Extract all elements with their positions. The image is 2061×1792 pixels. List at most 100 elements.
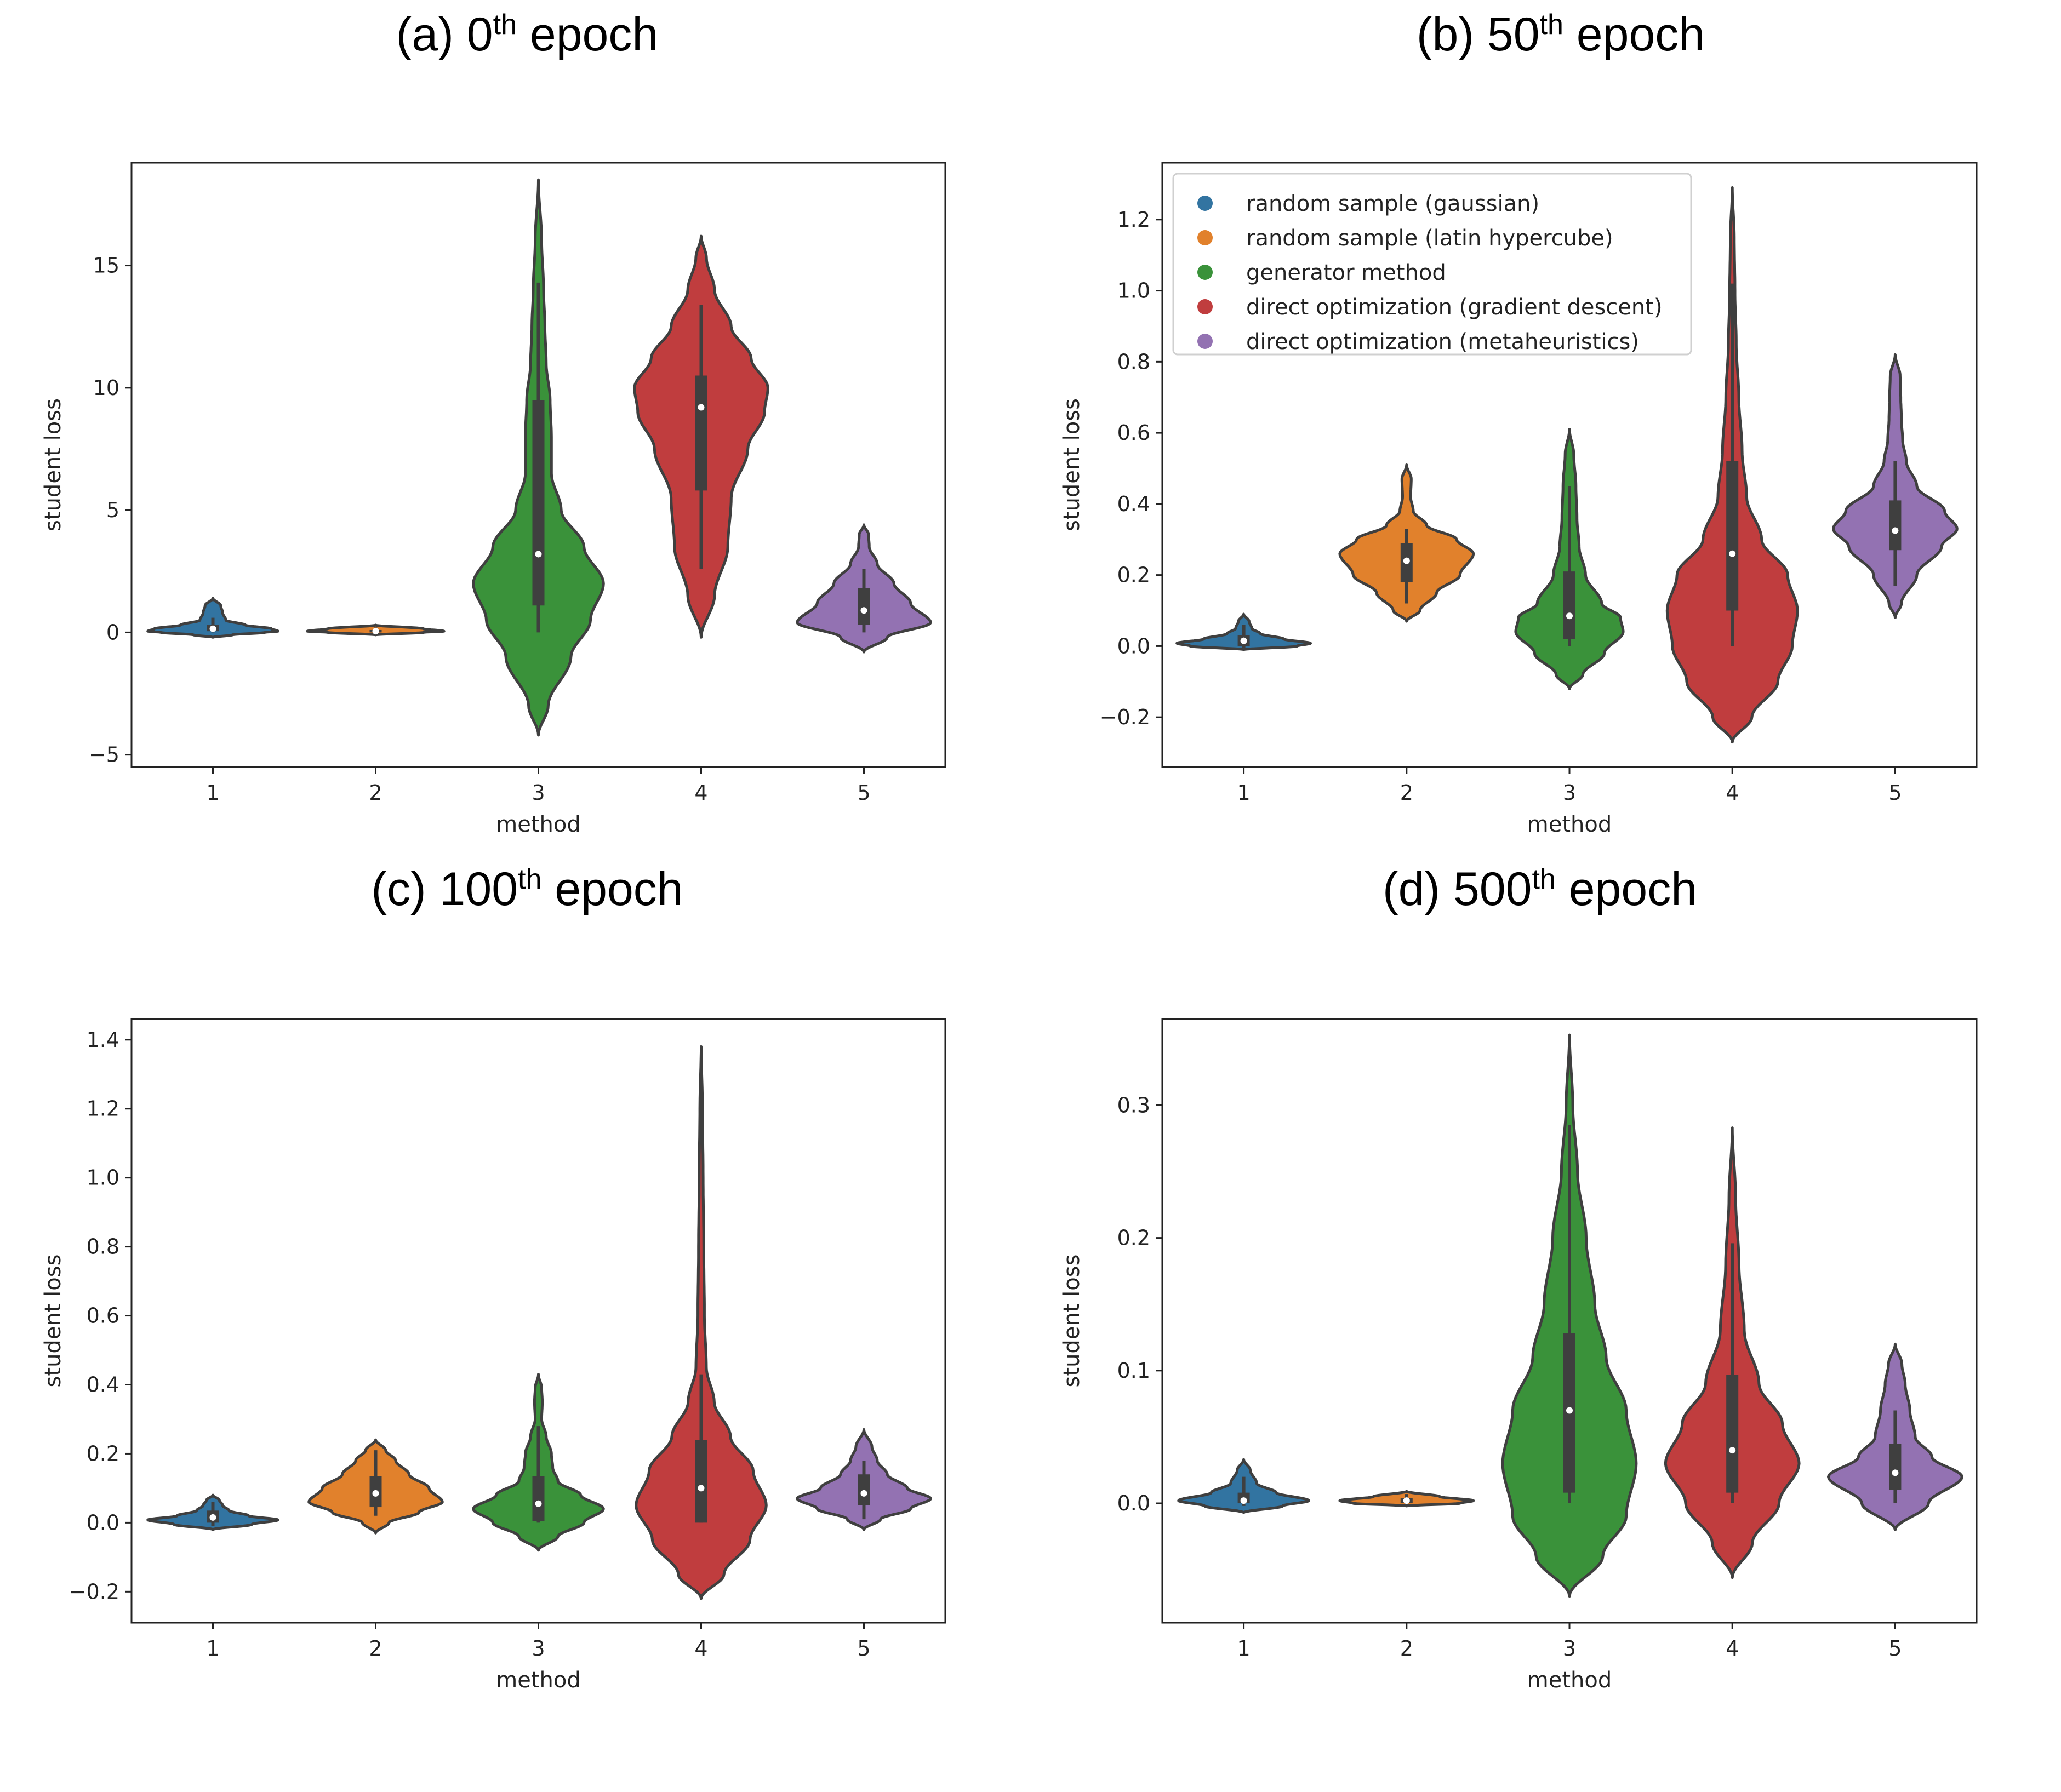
panel-title: (a) 0th epoch	[396, 8, 658, 61]
x-tick-label: 1	[206, 1636, 219, 1661]
panel-title-superscript: th	[493, 9, 517, 41]
x-axis-label: method	[1527, 1668, 1612, 1693]
x-tick-label: 5	[857, 781, 870, 805]
median-dot-method-4	[1729, 1447, 1736, 1454]
median-dot-method-1	[209, 625, 216, 632]
median-dot-method-5	[860, 607, 867, 614]
y-tick-label: 10	[93, 376, 119, 400]
y-tick-label: 0.6	[87, 1304, 119, 1328]
median-dot-method-4	[698, 404, 705, 411]
chart-panel-2: (b) 50th epoch −0.2 0.0 0.2 0.4 0.6 0.8 1.0 1.2 1…	[1059, 8, 1978, 837]
y-tick-label: 1.0	[87, 1166, 119, 1190]
y-tick-label: 0.8	[87, 1235, 119, 1259]
panel-title-prefix: (b) 50	[1417, 8, 1540, 61]
legend: random sample (gaussian) random sample (l…	[1172, 173, 1692, 356]
iqr-box-method-4	[695, 1440, 707, 1523]
panel-title-superscript: th	[1532, 863, 1555, 895]
median-dot-method-5	[1892, 1469, 1899, 1476]
median-dot-method-3	[1566, 1407, 1573, 1414]
y-tick-label: 0.2	[1117, 1226, 1150, 1250]
x-axis-label: method	[496, 812, 580, 837]
chart-panel-3: (c) 100th epoch −0.2 0.0 0.2 0.4 0.6 0.8 1.0 1.2…	[41, 863, 946, 1693]
legend-marker	[1197, 230, 1213, 245]
x-tick-label: 1	[206, 781, 219, 805]
iqr-box-method-4	[1726, 461, 1739, 611]
panel-title-suffix: epoch	[1563, 8, 1705, 61]
legend-marker	[1197, 334, 1213, 349]
iqr-box-method-3	[532, 1476, 545, 1521]
x-tick-label: 4	[1726, 1636, 1739, 1661]
y-tick-label: −0.2	[1100, 705, 1150, 729]
iqr-box-method-5	[858, 1474, 870, 1505]
median-dot-method-2	[1403, 1497, 1410, 1504]
panel-title: (d) 500th epoch	[1383, 863, 1697, 915]
median-dot-method-3	[535, 551, 542, 558]
y-tick-label: 15	[93, 254, 119, 278]
legend-marker	[1197, 299, 1213, 314]
y-axis-label: student loss	[1059, 1255, 1084, 1388]
y-tick-label: 1.2	[1117, 208, 1150, 232]
x-tick-label: 2	[1400, 1636, 1413, 1661]
y-tick-label: 1.4	[87, 1028, 119, 1052]
panel-title: (b) 50th epoch	[1417, 8, 1705, 61]
violin-method-4	[635, 1045, 768, 1600]
x-axis-label: method	[1527, 812, 1612, 837]
median-dot-method-1	[1240, 637, 1247, 644]
x-tick-label: 4	[694, 1636, 707, 1661]
x-tick-label: 5	[1888, 1636, 1902, 1661]
y-tick-label: −0.2	[69, 1579, 119, 1604]
x-tick-label: 3	[1563, 781, 1576, 805]
y-axis-label: student loss	[1059, 398, 1084, 531]
iqr-box-method-4	[1726, 1375, 1739, 1493]
y-axis-label: student loss	[41, 1255, 66, 1388]
legend-label: direct optimization (metaheuristics)	[1246, 329, 1639, 354]
iqr-box-method-4	[695, 375, 707, 491]
panel-title-prefix: (c) 100	[371, 863, 518, 915]
panel-title-superscript: th	[518, 863, 541, 895]
median-dot-method-5	[1892, 527, 1899, 534]
y-tick-label: 1.0	[1117, 279, 1150, 303]
panel-title-suffix: epoch	[541, 863, 683, 915]
y-tick-label: 0.2	[1117, 563, 1150, 587]
x-tick-label: 5	[857, 1636, 870, 1661]
legend-label: random sample (gaussian)	[1246, 191, 1539, 216]
y-tick-label: 0.0	[1117, 1491, 1150, 1515]
panel-title-suffix: epoch	[517, 8, 658, 61]
x-tick-label: 2	[1400, 781, 1413, 805]
y-tick-label: −5	[89, 743, 119, 767]
legend-marker	[1197, 196, 1213, 211]
median-dot-method-1	[209, 1514, 216, 1521]
median-dot-method-2	[1403, 557, 1410, 564]
y-tick-label: 5	[106, 498, 119, 522]
y-axis-label: student loss	[41, 398, 66, 531]
iqr-box-method-3	[532, 400, 545, 606]
iqr-box-method-5	[1889, 500, 1902, 551]
legend-frame	[1172, 173, 1692, 356]
median-dot-method-5	[860, 1490, 867, 1497]
legend-label: random sample (latin hypercube)	[1246, 226, 1613, 251]
x-tick-label: 2	[369, 1636, 382, 1661]
y-tick-label: 0.2	[87, 1441, 119, 1465]
y-tick-label: 0	[106, 620, 119, 644]
y-tick-label: 0.0	[87, 1510, 119, 1535]
y-tick-label: 0.3	[1117, 1093, 1150, 1117]
median-dot-method-1	[1240, 1497, 1247, 1504]
x-tick-label: 2	[369, 781, 382, 805]
median-dot-method-3	[1566, 612, 1573, 620]
median-dot-method-2	[372, 628, 379, 635]
x-tick-label: 4	[694, 781, 707, 805]
panel-title-prefix: (a) 0	[396, 8, 493, 61]
median-dot-method-2	[372, 1490, 379, 1497]
iqr-box-method-5	[1889, 1444, 1902, 1490]
panel-title-prefix: (d) 500	[1383, 863, 1532, 915]
legend-marker	[1197, 265, 1213, 280]
x-tick-label: 4	[1726, 781, 1739, 805]
panel-title: (c) 100th epoch	[371, 863, 683, 915]
median-dot-method-4	[698, 1485, 705, 1492]
x-tick-label: 1	[1237, 781, 1251, 805]
y-tick-label: 1.2	[87, 1097, 119, 1121]
legend-label: generator method	[1246, 260, 1446, 285]
median-dot-method-4	[1729, 550, 1736, 557]
y-tick-label: 0.4	[1117, 492, 1150, 516]
